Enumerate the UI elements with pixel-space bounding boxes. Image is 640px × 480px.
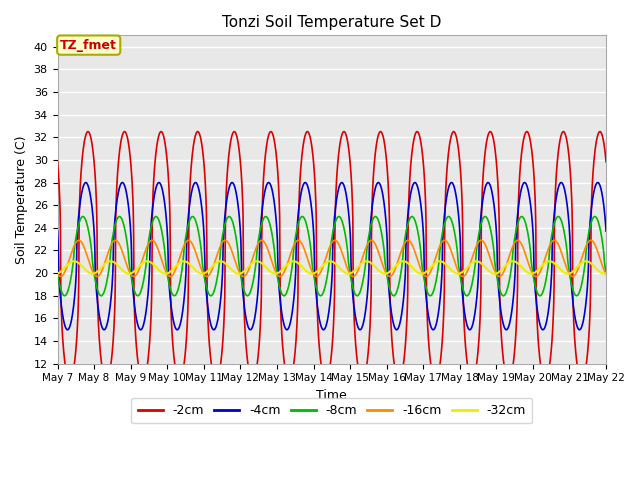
X-axis label: Time: Time — [316, 389, 347, 402]
Text: TZ_fmet: TZ_fmet — [60, 38, 117, 52]
Y-axis label: Soil Temperature (C): Soil Temperature (C) — [15, 135, 28, 264]
Title: Tonzi Soil Temperature Set D: Tonzi Soil Temperature Set D — [222, 15, 442, 30]
Legend: -2cm, -4cm, -8cm, -16cm, -32cm: -2cm, -4cm, -8cm, -16cm, -32cm — [131, 397, 532, 423]
